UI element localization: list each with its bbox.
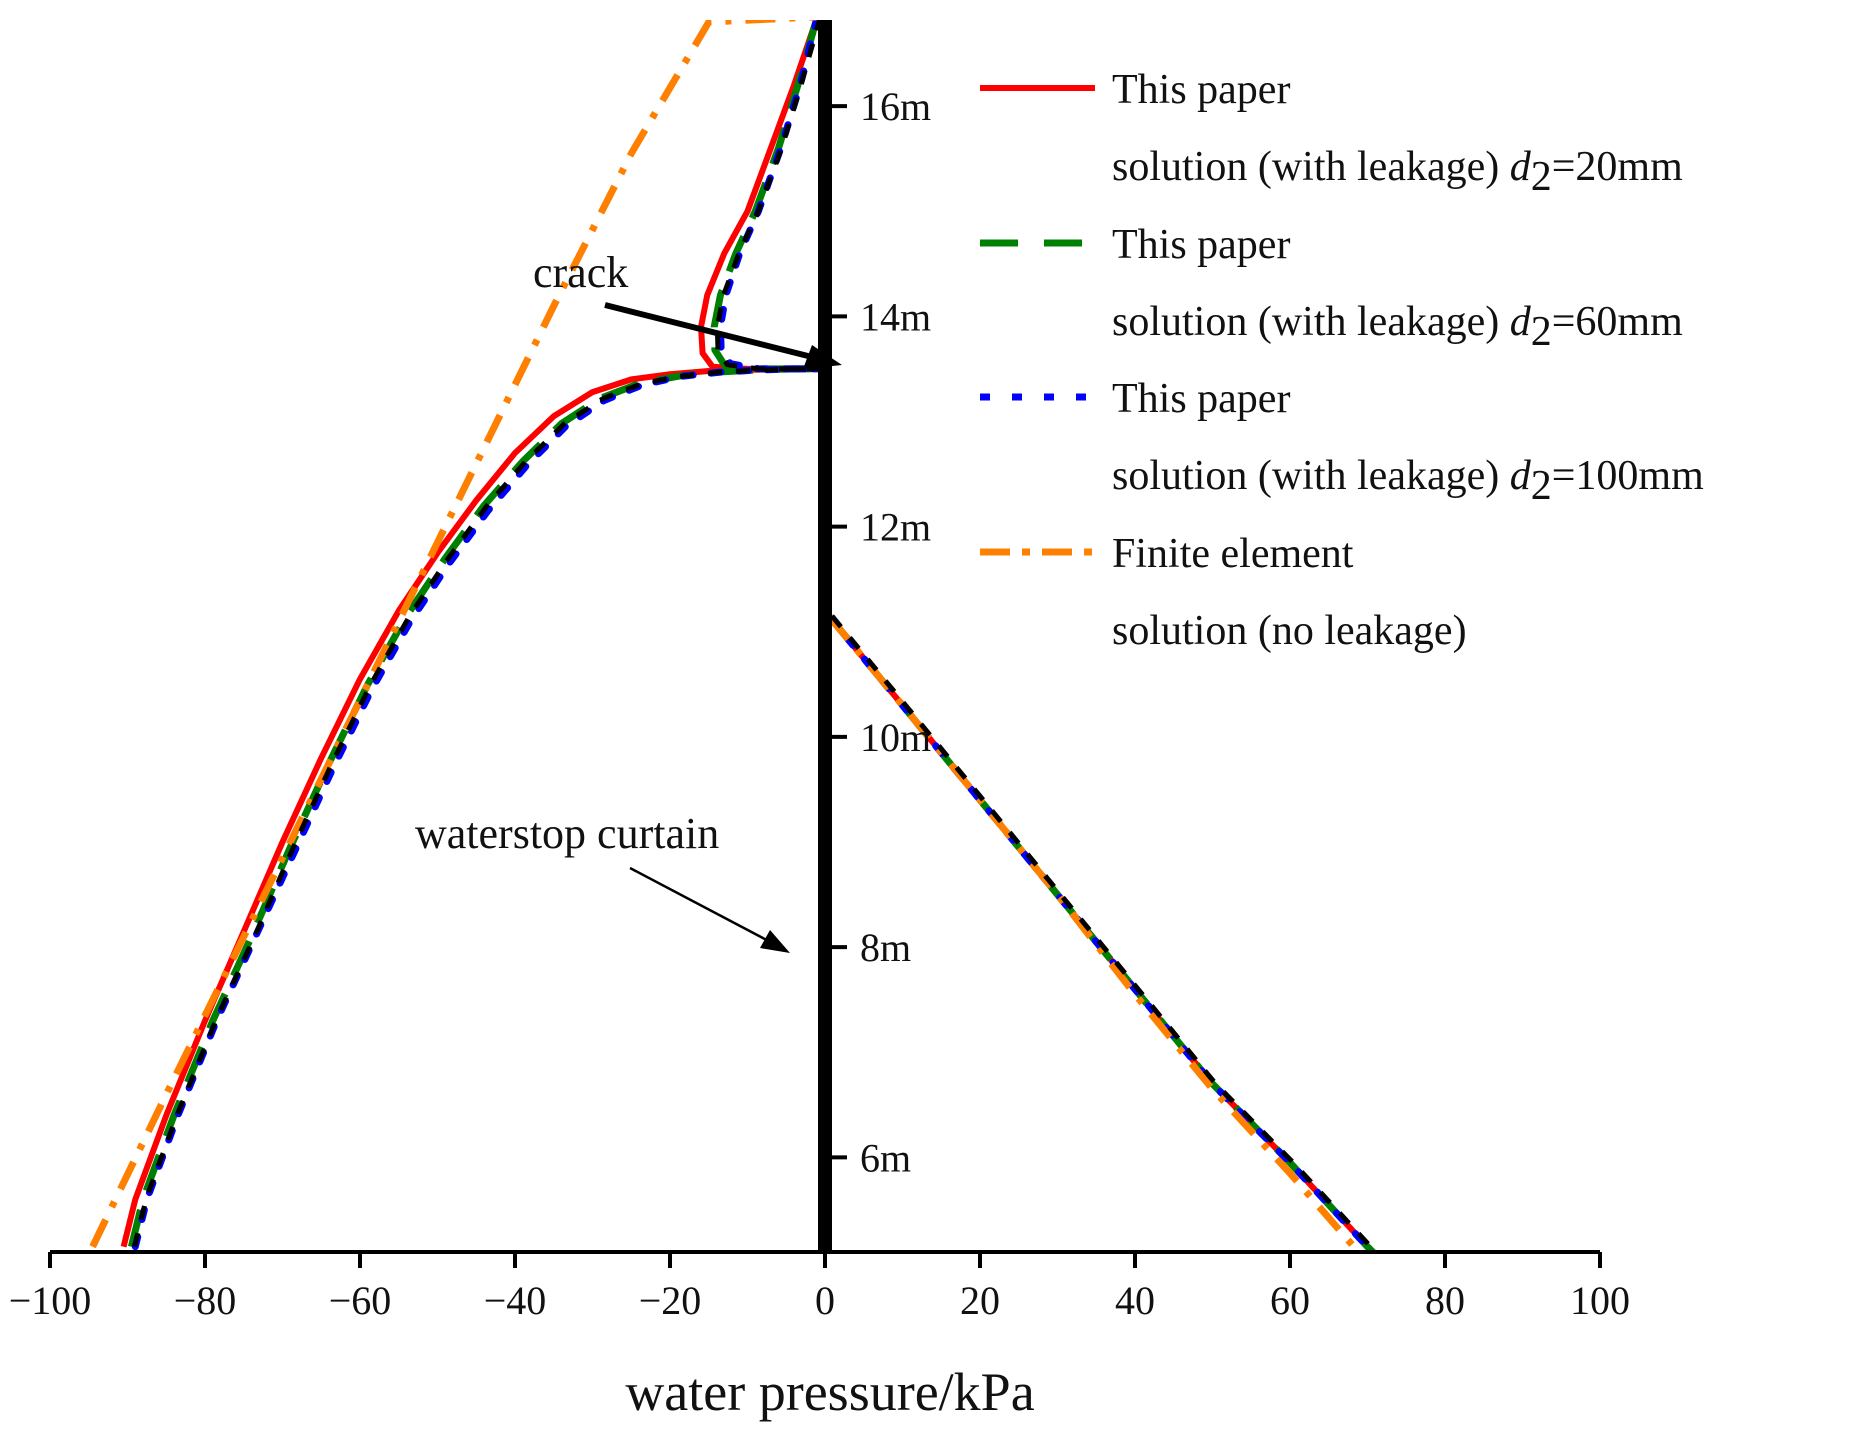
y-axis-ticks: 6m 8m 10m 12m 14m 16m — [825, 84, 931, 1180]
x-tick-label: 100 — [1570, 1278, 1630, 1323]
x-tick-label: −40 — [484, 1278, 547, 1323]
series-3-line — [716, 20, 821, 373]
x-tick-label: −100 — [9, 1278, 92, 1323]
x-tick-label: −60 — [329, 1278, 392, 1323]
overlay-dashed-line — [132, 366, 821, 1248]
legend-label-line1: This paper — [1112, 222, 1290, 268]
series-layer — [89, 20, 1380, 1252]
legend-label-line2: solution (with leakage) d2=60mm — [1112, 299, 1683, 355]
series-4 — [89, 20, 1364, 1252]
legend-label-line1: This paper — [1112, 67, 1290, 113]
overlay-dashed-line — [714, 20, 823, 372]
series-2-line — [710, 20, 821, 373]
x-tick-label: 20 — [960, 1278, 1000, 1323]
crack-arrow-head — [803, 345, 842, 369]
legend: This paper solution (with leakage) d2=20m… — [980, 67, 1704, 654]
y-tick-label: 12m — [860, 505, 931, 550]
legend-label-line2: solution (no leakage) — [1112, 608, 1467, 654]
y-tick-label: 8m — [860, 925, 911, 970]
curtain-annotation: waterstop curtain — [415, 809, 719, 858]
series-1-line — [120, 365, 818, 1248]
y-tick-label: 6m — [860, 1135, 911, 1180]
x-axis-ticks: −100 −80 −60 −40 −20 0 20 40 60 80 100 — [9, 1252, 1630, 1323]
x-tick-label: −20 — [639, 1278, 702, 1323]
y-tick-label: 10m — [860, 715, 931, 760]
curtain-arrow — [629, 866, 779, 948]
legend-label-line1: Finite element — [1112, 531, 1354, 577]
legend-label-line1: This paper — [1112, 376, 1290, 422]
x-tick-label: 60 — [1270, 1278, 1310, 1323]
legend-label-line2: solution (with leakage) d2=100mm — [1112, 453, 1704, 509]
y-tick-label: 16m — [860, 84, 931, 129]
crack-arrow — [604, 302, 813, 360]
crack-annotation: crack — [533, 248, 628, 297]
x-tick-label: 80 — [1425, 1278, 1465, 1323]
x-tick-label: −80 — [174, 1278, 237, 1323]
legend-label-line2: solution (with leakage) d2=20mm — [1112, 144, 1683, 200]
series-4-line — [89, 20, 822, 1249]
x-tick-label: 0 — [815, 1278, 835, 1323]
x-tick-label: 40 — [1115, 1278, 1155, 1323]
x-axis-title: water pressure/kPa — [625, 1362, 1034, 1422]
series-4-line — [826, 613, 1364, 1252]
overlay-dashed-line — [830, 614, 1380, 1252]
curtain-arrow-head — [760, 930, 790, 953]
y-tick-label: 14m — [860, 294, 931, 339]
